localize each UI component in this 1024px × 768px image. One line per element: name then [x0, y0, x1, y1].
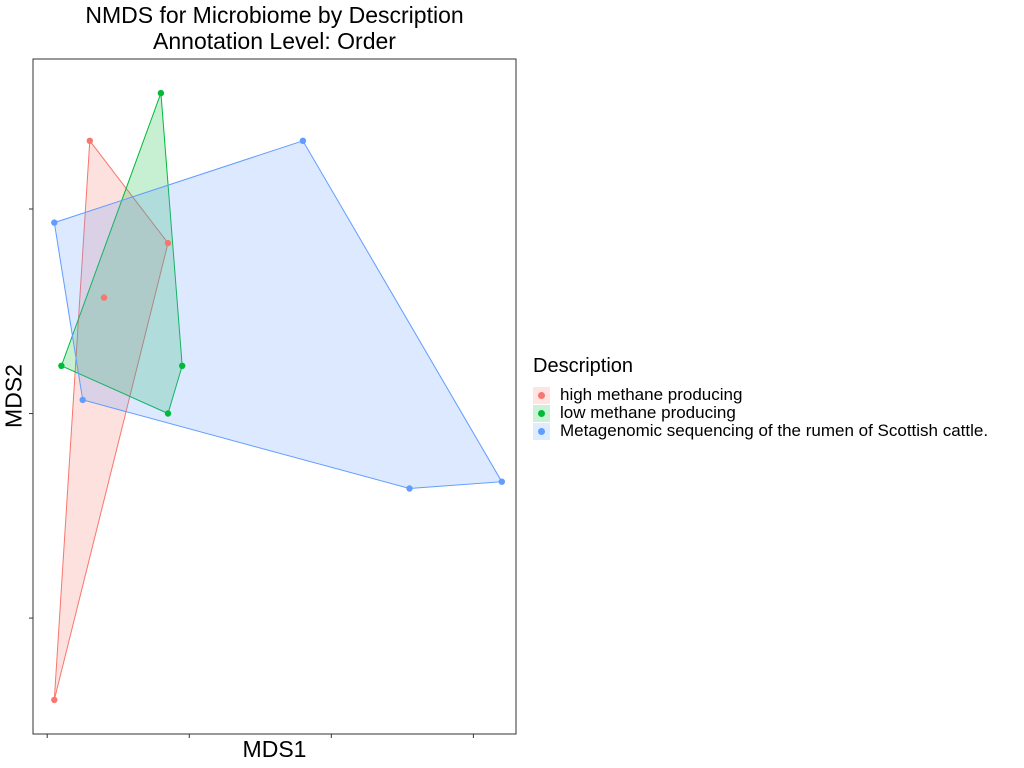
legend: Description high methane producing low me… — [533, 355, 988, 440]
legend-label: low methane producing — [560, 403, 736, 422]
legend-key — [533, 386, 550, 404]
chart-title: NMDS for Microbiome by Description — [85, 2, 464, 28]
hull-metagenomic-sequencing-of-the-rumen-of-scottish-cattle — [53, 140, 503, 490]
data-point — [498, 478, 505, 485]
point-layer — [51, 89, 505, 704]
legend-item: low methane producing — [533, 403, 988, 422]
hull-layer — [53, 92, 503, 701]
data-point — [164, 239, 172, 247]
panel-border — [32, 58, 517, 735]
hull-high-methane-producing — [53, 139, 169, 701]
data-point — [299, 137, 307, 144]
data-point — [100, 294, 108, 301]
legend-title: Description — [533, 355, 634, 377]
data-point — [157, 89, 165, 97]
data-point — [406, 485, 413, 492]
chart-subtitle: Annotation Level: Order — [153, 28, 396, 54]
data-point — [51, 696, 58, 704]
tick-layer — [29, 208, 474, 738]
x-axis-label: MDS1 — [242, 736, 307, 762]
legend-dot — [538, 409, 545, 417]
data-point — [51, 219, 58, 226]
legend-label: high methane producing — [560, 385, 743, 404]
legend-label: Metagenomic sequencing of the rumen of S… — [560, 421, 989, 440]
legend-key — [533, 422, 550, 440]
legend-item: high methane producing — [533, 385, 988, 404]
data-point — [86, 137, 94, 144]
y-axis-label: MDS2 — [0, 364, 27, 428]
data-point — [79, 396, 86, 404]
data-point — [179, 362, 186, 369]
legend-key — [533, 404, 550, 422]
legend-dot — [538, 427, 545, 435]
data-point — [164, 410, 172, 417]
legend-dot — [538, 391, 545, 399]
data-point — [58, 362, 65, 369]
legend-item: Metagenomic sequencing of the rumen of S… — [533, 421, 989, 440]
